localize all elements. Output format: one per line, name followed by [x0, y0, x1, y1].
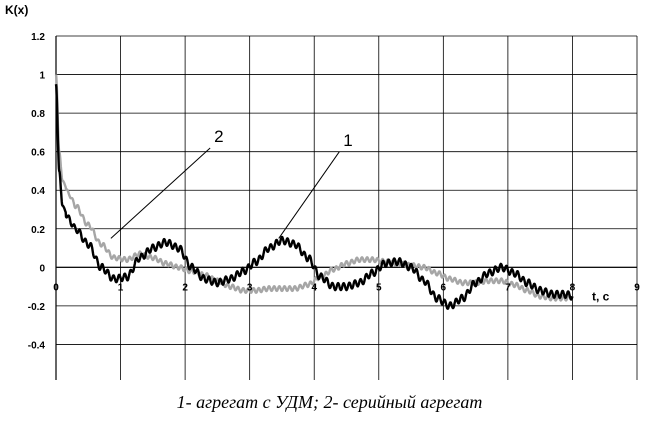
- x-tick-label: 4: [311, 282, 317, 293]
- annotation-leader-1: [278, 151, 340, 239]
- series-layer: [54, 74, 574, 310]
- x-tick-label: 8: [570, 282, 576, 293]
- x-tick-label: 6: [441, 282, 447, 293]
- y-tick-label: 0.6: [31, 148, 45, 159]
- y-tick-label: 0.4: [31, 186, 45, 197]
- y-tick-label: -0.6: [28, 379, 46, 380]
- x-axis-title: t, c: [592, 289, 610, 303]
- x-tick-label: 7: [505, 282, 511, 293]
- axes: [55, 36, 637, 380]
- y-axis-title: K(x): [5, 3, 28, 17]
- grid: [55, 35, 638, 380]
- series-line-1: [54, 84, 574, 310]
- y-tick-label: -0.4: [28, 340, 46, 351]
- x-tick-label: 0: [53, 282, 59, 293]
- annotation-label-1: 1: [343, 131, 352, 150]
- y-tick-label: 0.2: [31, 225, 45, 236]
- annotation-leader-2: [110, 147, 211, 239]
- y-tick-label: -0.2: [28, 302, 46, 313]
- annotation-label-2: 2: [214, 127, 223, 146]
- x-tick-label: 9: [634, 282, 640, 293]
- tick-labels: 1.2 1 0.8 0.6 0.4 0.2 0 -0.2 -0.4 -0.6 0 1 2 3 4 5 6 7 8 9 K…: [5, 3, 640, 380]
- chart-caption: 1- агрегат с УДМ; 2- серийный агрегат: [176, 392, 483, 412]
- x-tick-label: 3: [247, 282, 253, 293]
- x-tick-label: 2: [182, 282, 188, 293]
- y-tick-label: 1.2: [31, 32, 45, 43]
- x-tick-label: 5: [376, 282, 382, 293]
- x-tick-label: 1: [118, 282, 124, 293]
- y-tick-label: 0.8: [31, 109, 45, 120]
- chart: 21 1.210.80.60.40.20-0.2-0.4-0.601234567…: [5, 3, 640, 380]
- y-tick-label: 0: [39, 263, 45, 274]
- y-tick-label: 1: [39, 71, 45, 82]
